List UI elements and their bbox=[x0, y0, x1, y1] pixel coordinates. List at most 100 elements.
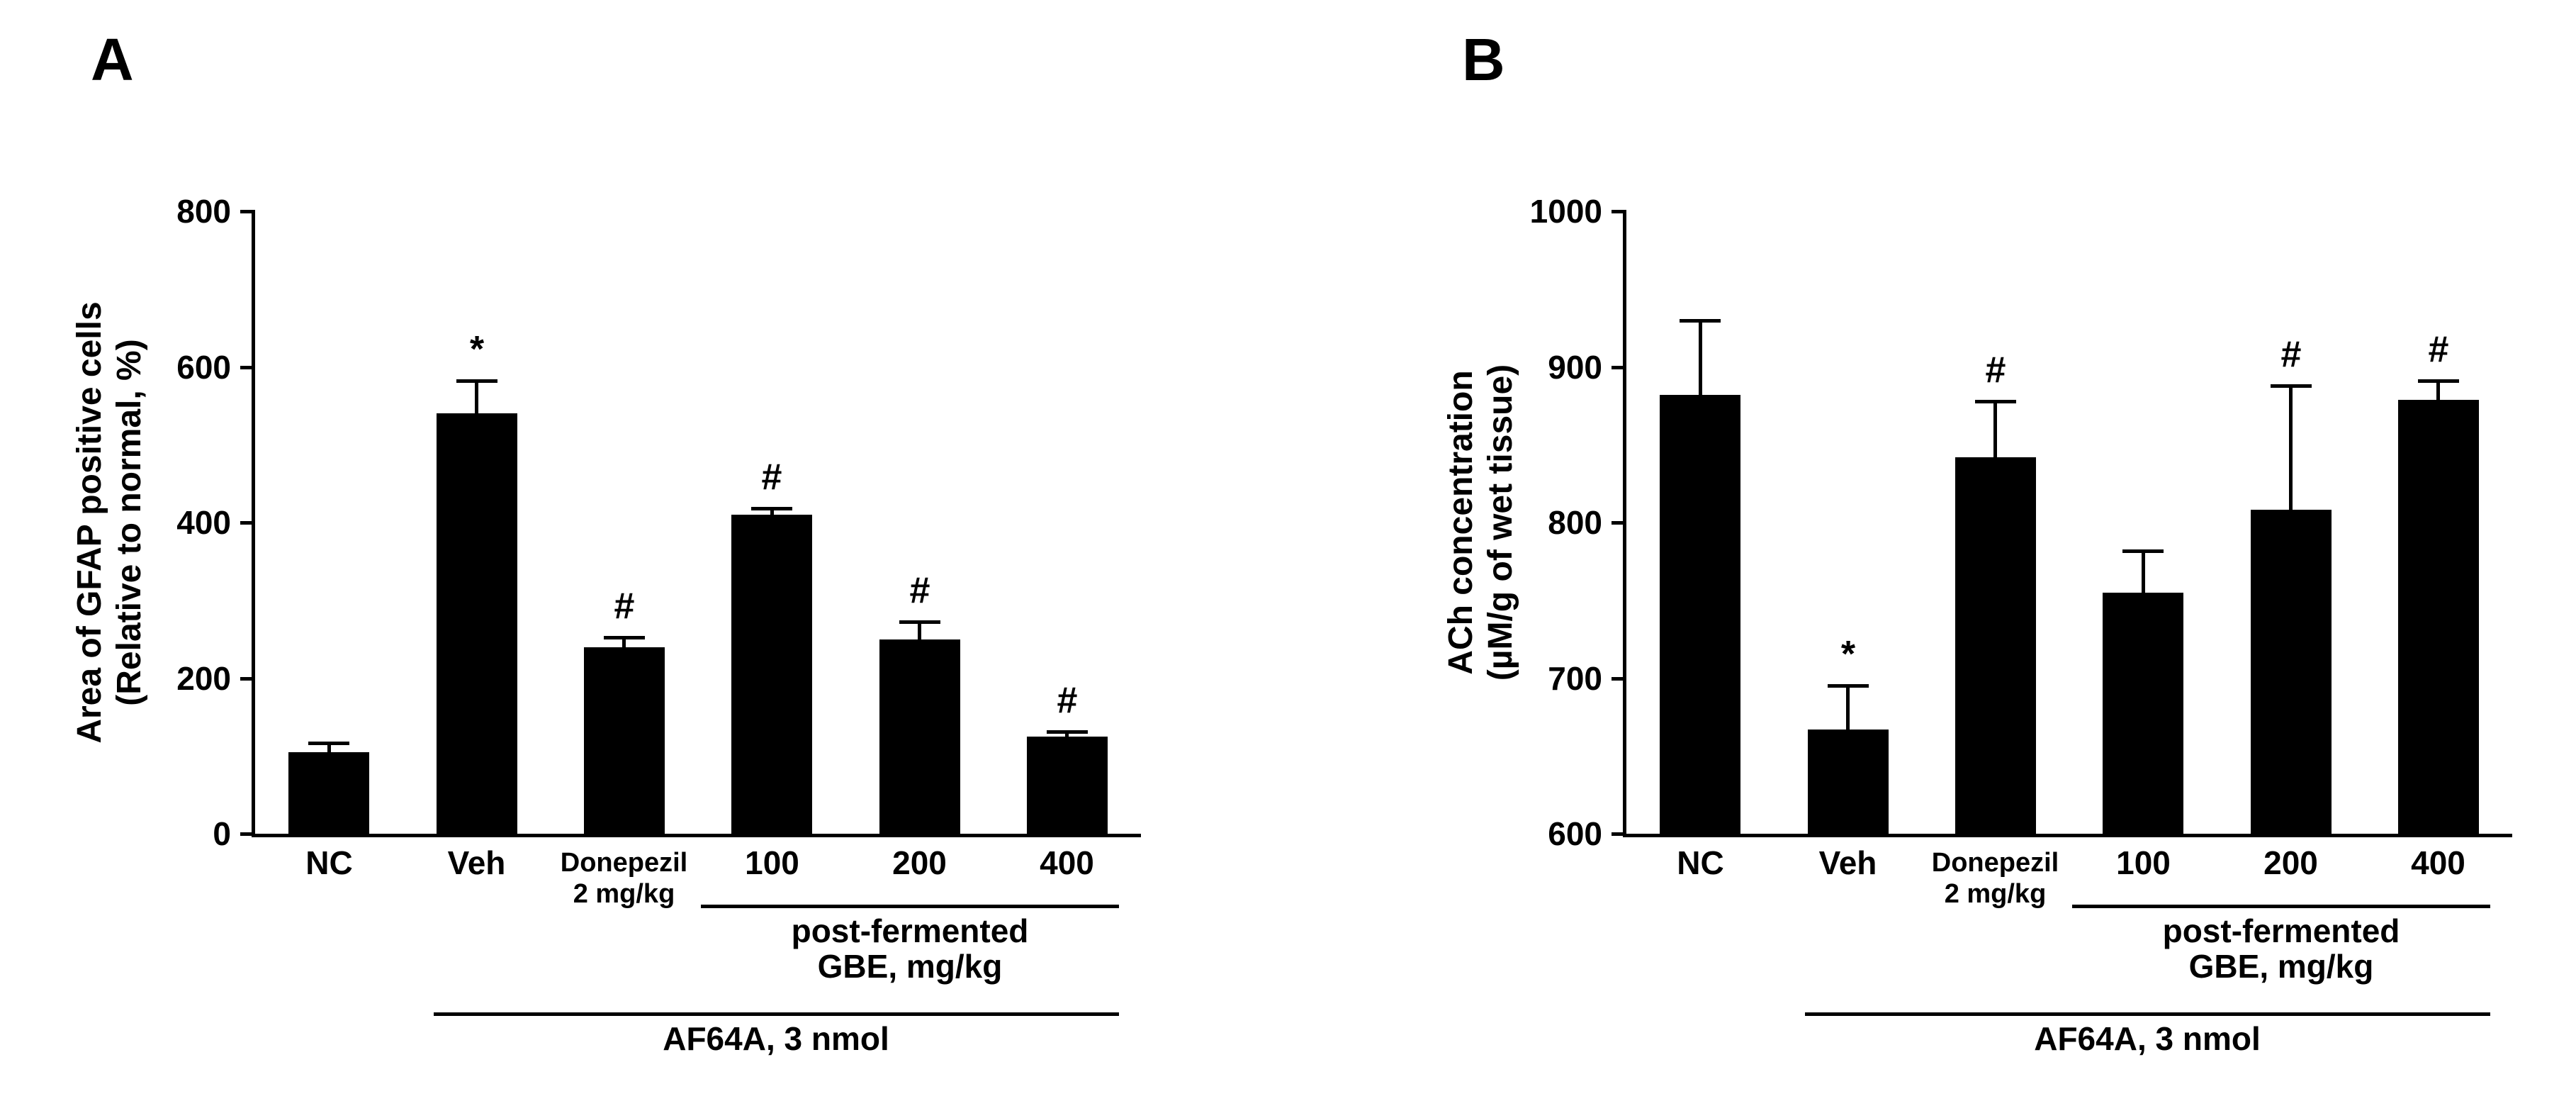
panel-b: B ACh concentration (µM/g of wet tissue) 60… bbox=[1371, 0, 2576, 1101]
x-category-label: 400 bbox=[2411, 844, 2465, 881]
y-tick-mark bbox=[1612, 521, 1623, 525]
y-tick-label: 600 bbox=[176, 349, 231, 386]
significance-marker: * bbox=[1840, 634, 1856, 675]
x-axis-line bbox=[1623, 834, 2512, 837]
group-bracket-line bbox=[2072, 905, 2490, 908]
y-tick-mark bbox=[240, 677, 252, 681]
x-category-label: NC bbox=[1677, 844, 1724, 881]
error-bar-line bbox=[475, 381, 478, 415]
bar bbox=[2398, 400, 2479, 834]
bar bbox=[288, 752, 369, 834]
y-tick-label: 800 bbox=[1548, 504, 1602, 541]
significance-marker: # bbox=[1985, 350, 2006, 391]
significance-marker: # bbox=[2428, 329, 2449, 370]
x-axis-line bbox=[252, 834, 1141, 837]
panel-a: A Area of GFAP positive cells (Relative to… bbox=[0, 0, 1247, 1101]
y-tick-mark bbox=[1612, 677, 1623, 681]
y-tick-label: 0 bbox=[213, 815, 231, 852]
significance-marker: * bbox=[469, 329, 485, 370]
bar bbox=[1808, 730, 1889, 834]
y-tick-label: 600 bbox=[1548, 815, 1602, 852]
error-bar-line bbox=[1065, 732, 1069, 738]
bar bbox=[437, 413, 517, 834]
y-tick-mark bbox=[1612, 832, 1623, 836]
error-bar-cap bbox=[456, 379, 497, 383]
y-tick-mark bbox=[240, 210, 252, 213]
y-tick-label: 700 bbox=[1548, 660, 1602, 697]
error-bar-line bbox=[1699, 320, 1702, 396]
error-bar-line bbox=[1993, 401, 1997, 459]
group-bracket-label: AF64A, 3 nmol bbox=[2034, 1020, 2261, 1057]
y-tick-mark bbox=[240, 521, 252, 525]
error-bar-line bbox=[622, 637, 626, 648]
y-tick-label: 200 bbox=[176, 660, 231, 697]
x-category-sublabel: 2 mg/kg bbox=[573, 879, 675, 909]
group-bracket-line bbox=[701, 905, 1119, 908]
error-bar-cap bbox=[1680, 319, 1721, 323]
error-bar-cap bbox=[604, 636, 645, 639]
error-bar-cap bbox=[899, 620, 940, 624]
significance-marker: # bbox=[761, 457, 782, 498]
bar bbox=[879, 639, 960, 834]
error-bar-line bbox=[770, 508, 774, 516]
x-category-label: Donepezil bbox=[1931, 848, 2059, 878]
error-bar-cap bbox=[751, 507, 792, 510]
significance-marker: # bbox=[909, 570, 930, 611]
error-bar-cap bbox=[2418, 379, 2459, 383]
error-bar-cap bbox=[2271, 384, 2312, 388]
y-axis-line bbox=[1623, 210, 1626, 837]
y-tick-label: 400 bbox=[176, 504, 231, 541]
significance-marker: # bbox=[1057, 680, 1078, 721]
y-tick-label: 900 bbox=[1548, 349, 1602, 386]
y-tick-mark bbox=[240, 366, 252, 369]
panel-letter: A bbox=[91, 26, 134, 93]
x-category-label: 100 bbox=[745, 844, 799, 881]
group-bracket-label: AF64A, 3 nmol bbox=[663, 1020, 889, 1057]
y-tick-label: 1000 bbox=[1529, 193, 1602, 230]
x-category-label: 400 bbox=[1040, 844, 1094, 881]
group-bracket-line bbox=[434, 1012, 1119, 1016]
y-axis-line bbox=[252, 210, 255, 837]
y-axis-title-line: Area of GFAP positive cells bbox=[71, 301, 108, 744]
error-bar-cap bbox=[1975, 400, 2016, 403]
x-category-label: NC bbox=[305, 844, 353, 881]
group-bracket-line bbox=[1805, 1012, 2490, 1016]
x-category-label: Veh bbox=[1818, 844, 1877, 881]
error-bar-line bbox=[327, 743, 331, 754]
error-bar-cap bbox=[1828, 684, 1869, 688]
bar bbox=[2251, 510, 2332, 834]
bar bbox=[731, 515, 812, 834]
error-bar-line bbox=[918, 622, 921, 640]
significance-marker: # bbox=[614, 586, 635, 627]
x-category-label: Veh bbox=[447, 844, 506, 881]
bar bbox=[1027, 737, 1108, 834]
y-axis-title-line: ACh concentration bbox=[1442, 370, 1480, 675]
error-bar-line bbox=[2142, 551, 2145, 594]
bar bbox=[584, 647, 665, 834]
panel-letter: B bbox=[1462, 26, 1505, 93]
significance-marker: # bbox=[2280, 334, 2302, 375]
y-tick-mark bbox=[1612, 210, 1623, 213]
error-bar-cap bbox=[1047, 730, 1088, 734]
group-bracket-label: GBE, mg/kg bbox=[2188, 948, 2374, 985]
x-category-label: 100 bbox=[2116, 844, 2171, 881]
error-bar-line bbox=[1846, 686, 1850, 730]
group-bracket-label: post-fermented bbox=[791, 912, 1029, 949]
bar bbox=[1660, 395, 1740, 834]
error-bar-cap bbox=[308, 742, 349, 745]
group-bracket-label: post-fermented bbox=[2162, 912, 2400, 949]
error-bar-line bbox=[2289, 386, 2293, 512]
y-tick-mark bbox=[240, 832, 252, 836]
error-bar-cap bbox=[2122, 549, 2164, 553]
x-category-sublabel: 2 mg/kg bbox=[1944, 879, 2047, 909]
x-category-label: Donepezil bbox=[560, 848, 688, 878]
group-bracket-label: GBE, mg/kg bbox=[817, 948, 1003, 985]
x-category-label: 200 bbox=[2263, 844, 2318, 881]
bar bbox=[1955, 457, 2036, 834]
bar bbox=[2103, 593, 2183, 834]
error-bar-line bbox=[2436, 381, 2440, 401]
y-tick-label: 800 bbox=[176, 193, 231, 230]
x-category-label: 200 bbox=[892, 844, 947, 881]
y-tick-mark bbox=[1612, 366, 1623, 369]
